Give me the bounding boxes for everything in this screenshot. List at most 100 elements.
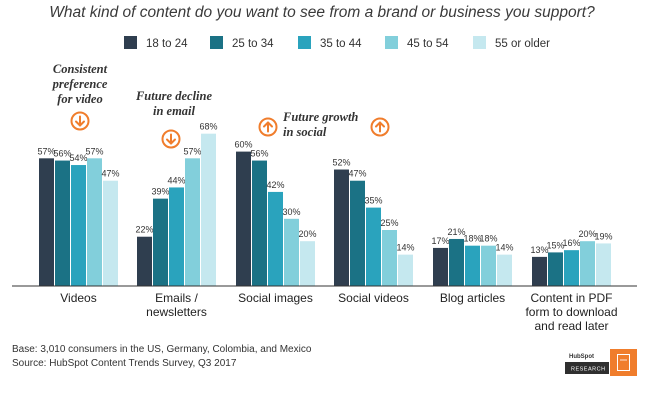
annotation-text: Future growth in social: [282, 110, 358, 139]
bar-value-label: 56%: [250, 149, 268, 159]
bar: [169, 187, 184, 286]
legend-swatch: [298, 36, 311, 49]
bar: [300, 241, 315, 286]
chart-title: What kind of content do you want to see …: [49, 4, 595, 21]
bar: [39, 158, 54, 286]
bar-value-label: 56%: [53, 149, 71, 159]
category-label: Videos: [60, 291, 96, 305]
document-icon: [617, 354, 630, 371]
legend-swatch: [210, 36, 223, 49]
bar: [201, 133, 216, 286]
bar: [87, 158, 102, 286]
annotation-text-line: in social: [283, 125, 327, 139]
bar-value-label: 20%: [578, 229, 596, 239]
footer-base: Base: 3,010 consumers in the US, Germany…: [12, 344, 312, 355]
bar-value-label: 22%: [135, 225, 153, 235]
legend-swatch: [124, 36, 137, 49]
bar-value-label: 25%: [380, 218, 398, 228]
bar: [481, 245, 496, 286]
annotation-text-line: Consistent: [53, 62, 108, 76]
bar: [55, 160, 70, 286]
bar-value-label: 54%: [69, 153, 87, 163]
category-label: Social videos: [338, 291, 409, 305]
logo-brand: HubSpot: [569, 354, 594, 360]
category-label-line: Social images: [238, 291, 313, 305]
annotation-text-line: Future decline: [135, 89, 212, 103]
bar-value-label: 14%: [495, 243, 513, 253]
category-labels: Videos Emails / newsletters Social images So…: [60, 291, 617, 333]
legend-label: 18 to 24: [146, 38, 188, 50]
bar-value-label: 47%: [348, 169, 366, 179]
bar: [564, 250, 579, 286]
bar-value-label: 52%: [332, 158, 350, 168]
legend: 18 to 24 25 to 34 35 to 44 45 to 54 55 or ol…: [124, 36, 550, 50]
annotations: Consistent preference for video Future decl…: [52, 62, 390, 149]
bar-value-label: 18%: [463, 234, 481, 244]
category-label: Blog articles: [440, 291, 505, 305]
bar-value-label: 16%: [562, 238, 580, 248]
down-arrow-circle-icon: [70, 111, 90, 131]
bar-value-label: 47%: [101, 169, 119, 179]
bar-value-label: 30%: [282, 207, 300, 217]
category-label-line: Emails /: [155, 291, 198, 305]
category-label-line: newsletters: [146, 305, 207, 319]
bar-value-label: 57%: [183, 146, 201, 156]
bar-value-label: 21%: [447, 227, 465, 237]
bar: [153, 198, 168, 286]
bar: [580, 241, 595, 286]
annotation-text-line: preference: [52, 77, 108, 91]
bar-value-label: 13%: [530, 245, 548, 255]
logo-box: [610, 349, 637, 376]
category-label-line: Blog articles: [440, 291, 505, 305]
bar-value-label: 57%: [85, 146, 103, 156]
bar: [103, 180, 118, 286]
footer-source: Source: HubSpot Content Trends Survey, Q…: [12, 358, 237, 369]
bar-value-label: 42%: [266, 180, 284, 190]
bar: [284, 218, 299, 286]
category-label-line: Social videos: [338, 291, 409, 305]
category-label-line: Content in PDF: [530, 291, 612, 305]
up-arrow-circle-icon: [258, 117, 278, 137]
bar: [548, 252, 563, 286]
bar-value-label: 35%: [364, 196, 382, 206]
bar-value-label: 19%: [594, 231, 612, 241]
annotation-text-line: for video: [57, 92, 102, 106]
bar-value-label: 20%: [298, 229, 316, 239]
bar-value-label: 68%: [199, 122, 217, 132]
bar: [465, 245, 480, 286]
bar: [71, 165, 86, 286]
legend-label: 45 to 54: [407, 38, 449, 50]
bar-value-label: 60%: [234, 140, 252, 150]
bar: [366, 207, 381, 286]
category-label: Emails / newsletters: [146, 291, 207, 319]
annotation-text: Future decline in email: [135, 89, 212, 118]
bar-value-label: 17%: [431, 236, 449, 246]
category-label: Social images: [238, 291, 313, 305]
logo-label-bg: [565, 362, 609, 374]
legend-label: 25 to 34: [232, 38, 274, 50]
annotation-text-line: Future growth: [282, 110, 358, 124]
up-arrow-circle-icon: [370, 117, 390, 137]
bar: [185, 158, 200, 286]
bar: [252, 160, 267, 286]
category-label-line: and read later: [534, 319, 608, 333]
bar-value-label: 57%: [37, 146, 55, 156]
bar: [433, 247, 448, 286]
bar: [268, 191, 283, 286]
bar-value-label: 15%: [546, 240, 564, 250]
legend-label: 55 or older: [495, 38, 550, 50]
bar: [532, 256, 547, 286]
bar: [236, 151, 251, 286]
bar: [382, 230, 397, 286]
down-arrow-circle-icon: [161, 129, 181, 149]
bar: [449, 238, 464, 286]
bar: [398, 254, 413, 286]
bar-value-label: 44%: [167, 175, 185, 185]
bar-value-label: 18%: [479, 234, 497, 244]
bar: [596, 243, 611, 286]
bar-value-label: 39%: [151, 187, 169, 197]
logo-label: RESEARCH: [571, 367, 606, 373]
hubspot-research-logo: HubSpot RESEARCH: [565, 349, 637, 376]
bar: [350, 180, 365, 286]
